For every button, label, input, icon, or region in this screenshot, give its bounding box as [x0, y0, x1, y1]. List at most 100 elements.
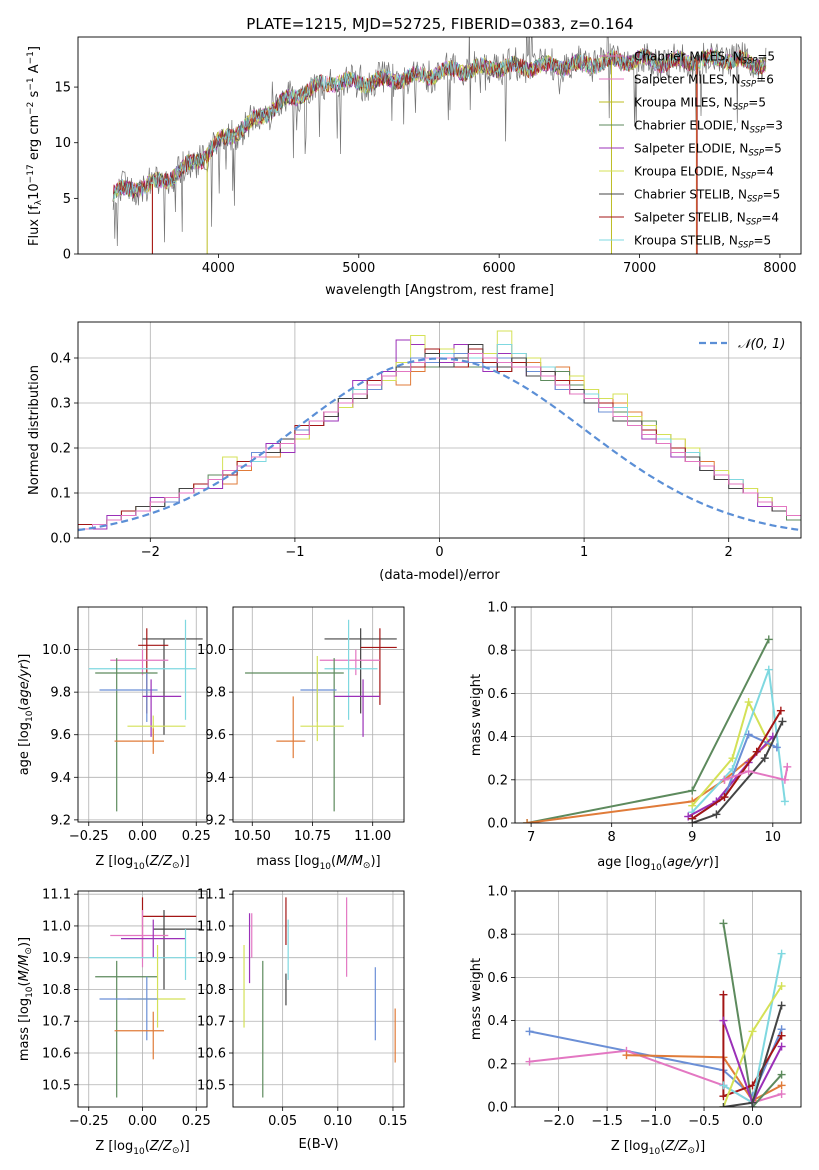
age-vs-mass-xlabel: mass [log10(M/M⊙)] [256, 854, 380, 872]
mass-weight-vs-age-lines [523, 635, 792, 823]
mass-weight-vs-z-lines [525, 919, 786, 1107]
x-tick-label: 0.15 [378, 1114, 407, 1129]
y-tick-label: 0.6 [487, 687, 508, 702]
x-tick-label: 0.25 [182, 829, 211, 844]
age-vs-z-ylabel: age [log10(age/yr)] [17, 654, 35, 776]
mass-vs-z-errorbars [88, 897, 201, 1098]
y-tick-label: 0.4 [487, 1014, 508, 1029]
weight-line [687, 735, 774, 818]
spectrum-model-line [112, 49, 767, 202]
y-tick-label: 11.0 [42, 919, 71, 934]
mass-vs-z-ylabel: mass [log10(M/M⊙)] [17, 937, 35, 1061]
x-tick-label: 0.10 [323, 1114, 352, 1129]
y-tick-label: 1.0 [487, 601, 508, 616]
legend-label: Kroupa MILES, NSSP=5 [634, 96, 766, 113]
normal-legend-label: 𝒩(0, 1) [738, 337, 785, 352]
x-tick-label: 1 [580, 545, 588, 560]
mass-vs-ebv-errorbars [243, 897, 396, 1098]
x-tick-label: 7 [527, 830, 535, 845]
y-tick-label: 11.1 [197, 888, 226, 903]
mass-weight-vs-age-xlabel: age [log10(age/yr)] [597, 855, 719, 873]
age-vs-mass-errorbars [245, 619, 397, 812]
mass-weight-vs-age-axes: 7 8 9 10 0.0 0.2 0.4 0.6 0.8 1.0 [487, 601, 801, 845]
weight-line [724, 766, 789, 782]
weight-line [691, 721, 784, 823]
y-tick-label: 9.2 [205, 813, 226, 828]
weight-line [691, 699, 770, 807]
mass-vs-ebv-axes: 0.05 0.10 0.15 10.5 10.6 10.7 10.8 10.9 11.0 11.1 [197, 888, 407, 1129]
legend-label: Kroupa ELODIE, NSSP=4 [634, 165, 774, 182]
x-tick-label: 4000 [202, 261, 235, 276]
x-tick-label: −0.25 [69, 1114, 109, 1129]
legend-label: Salpeter STELIB, NSSP=4 [634, 211, 779, 228]
x-tick-label: −0.5 [688, 1114, 720, 1129]
y-tick-label: 9.6 [50, 728, 71, 743]
x-tick-label: 7000 [623, 261, 656, 276]
x-tick-label: 5000 [342, 261, 375, 276]
mass-vs-ebv-frame [232, 890, 405, 1108]
weight-line [526, 742, 770, 823]
mass-weight-vs-age-frame [514, 606, 802, 824]
y-tick-label: 10.8 [197, 983, 226, 998]
y-tick-label: 10.9 [197, 951, 226, 966]
residuals-xlabel: (data-model)/error [379, 568, 500, 583]
y-tick-label: 10.8 [42, 983, 71, 998]
legend-label: Salpeter ELODIE, NSSP=5 [634, 142, 782, 159]
weight-line [722, 994, 783, 1098]
y-tick-label: 10.6 [197, 1047, 226, 1062]
x-tick-label: 0.25 [182, 1114, 211, 1129]
y-tick-label: 10.5 [197, 1078, 226, 1093]
y-tick-label: 0.4 [487, 730, 508, 745]
x-tick-label: −2.0 [543, 1114, 575, 1129]
legend-label: Salpeter MILES, NSSP=6 [634, 73, 774, 90]
legend-label: Kroupa STELIB, NSSP=5 [634, 234, 771, 251]
y-tick-label: 9.8 [205, 686, 226, 701]
y-tick-label: 10.0 [197, 643, 226, 658]
spectrum-axes: 4000 5000 6000 7000 8000 0 5 10 15 [54, 81, 796, 276]
x-tick-label: 10.50 [234, 829, 271, 844]
y-tick-label: 11.1 [42, 888, 71, 903]
legend-label: Chabrier MILES, NSSP=5 [634, 50, 775, 67]
spectrum-xlabel: wavelength [Angstrom, rest frame] [325, 283, 554, 298]
y-tick-label: 10.0 [42, 643, 71, 658]
x-tick-label: −2 [141, 545, 160, 560]
spectrum-ylabel: Flux [fλ10−17 erg cm−2 s−1 A−1] [26, 46, 44, 246]
x-tick-label: 6000 [483, 261, 516, 276]
residuals-ylabel: Normed distribution [27, 365, 42, 495]
y-tick-label: 0.2 [487, 1057, 508, 1072]
y-tick-label: 0.3 [50, 397, 71, 412]
x-tick-label: 0.0 [742, 1114, 763, 1129]
x-tick-label: −1.5 [591, 1114, 623, 1129]
y-tick-label: 10.7 [197, 1015, 226, 1030]
y-tick-label: 0 [63, 248, 71, 263]
mass-weight-vs-z-xlabel: Z [log10(Z/Z⊙)] [611, 1139, 705, 1157]
weight-line [626, 1054, 783, 1102]
age-vs-mass-frame [232, 606, 405, 823]
x-tick-label: −1 [285, 545, 304, 560]
mass-weight-vs-z-ylabel: mass weight [469, 958, 484, 1040]
mass-vs-ebv-xlabel: E(B-V) [298, 1137, 338, 1152]
x-tick-label: −1.0 [640, 1114, 672, 1129]
age-vs-z-frame [77, 606, 208, 823]
figure-title: PLATE=1215, MJD=52725, FIBERID=0383, z=0… [246, 15, 633, 33]
y-tick-label: 0.1 [50, 487, 71, 502]
age-vs-mass-axes: 10.50 10.75 11.00 9.2 9.4 9.6 9.8 10.0 [197, 607, 404, 844]
spectrum-legend: Chabrier MILES, NSSP=5 Salpeter MILES, NS… [599, 50, 783, 251]
age-vs-z-axes: −0.25 0.00 0.25 9.2 9.4 9.6 9.8 10.0 [42, 607, 211, 844]
x-tick-label: 11.00 [354, 829, 391, 844]
y-tick-label: 1.0 [487, 885, 508, 900]
y-tick-label: 9.6 [205, 728, 226, 743]
mass-vs-z-axes: −0.25 0.00 0.25 10.5 10.6 10.7 10.8 10.9 11.0 11.… [42, 888, 211, 1129]
y-tick-label: 0.4 [50, 352, 71, 367]
y-tick-label: 0.0 [50, 532, 71, 547]
y-tick-label: 0.2 [50, 442, 71, 457]
y-tick-label: 10 [54, 136, 71, 151]
y-tick-label: 10.5 [42, 1078, 71, 1093]
y-tick-label: 0.2 [487, 773, 508, 788]
spectrum-frame [77, 36, 802, 255]
legend-label: Chabrier ELODIE, NSSP=3 [634, 119, 783, 136]
x-tick-label: 0.00 [128, 829, 157, 844]
age-vs-z-xlabel: Z [log10(Z/Z⊙)] [95, 854, 189, 872]
x-tick-label: 9 [688, 830, 696, 845]
